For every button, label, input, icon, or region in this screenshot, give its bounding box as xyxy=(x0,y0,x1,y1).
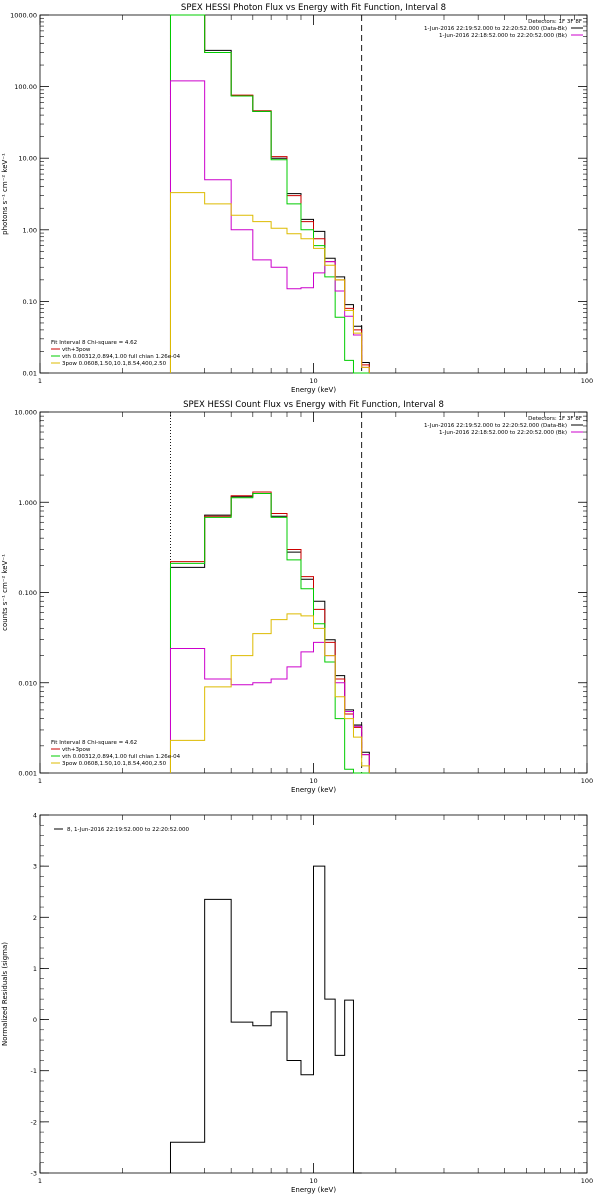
header-line: Detectors: 1F 3F 8F xyxy=(528,19,582,25)
series-line-0 xyxy=(169,865,362,1174)
y-tick-label: 10.00 xyxy=(18,155,37,163)
legend-entry: 3pow 0.0608,1.50,10.1,8.54,400,2.50 xyxy=(62,761,167,767)
legend-entry: vth 0.00312,0.894,1.00 full chian 1.26e-… xyxy=(62,754,181,760)
y-tick-label: 0 xyxy=(33,1016,37,1024)
legend-entry: vth+3pow xyxy=(62,747,91,753)
x-axis-label: Energy (keV) xyxy=(291,786,336,794)
y-tick-label: 0.10 xyxy=(23,298,37,306)
series-line-1 xyxy=(169,491,370,773)
y-tick-label: 100.00 xyxy=(14,83,37,91)
x-axis-label: Energy (keV) xyxy=(291,386,336,394)
y-tick-label: 1000.00 xyxy=(10,12,37,20)
header-block: Detectors: 1F 3F 8F1-Jun-2016 22:19:52.0… xyxy=(424,416,583,436)
chart-title: SPEX HESSI Count Flux vs Energy with Fit… xyxy=(183,400,444,410)
y-tick-label: 3 xyxy=(33,863,37,871)
y-axis-label: Normalized Residuals (sigma) xyxy=(1,942,9,1046)
header-line: 1-Jun-2016 22:19:52.000 to 22:20:52.000 … xyxy=(424,26,567,32)
y-tick-label: 1 xyxy=(33,965,37,973)
x-axis: 1 10 100 Energy (keV) xyxy=(38,15,593,394)
y-tick-label: 1.000 xyxy=(18,499,37,507)
legend-entry: Fit Interval 8 Chi-square = 4.62 xyxy=(51,340,137,346)
legend-entry: Fit Interval 8 Chi-square = 4.62 xyxy=(51,740,137,746)
legend-entry: 8, 1-Jun-2016 22:19:52.000 to 22:20:52.0… xyxy=(67,827,190,833)
legend: Fit Interval 8 Chi-square = 4.62vth+3pow… xyxy=(51,340,181,367)
y-tick-label: 10.000 xyxy=(14,409,37,417)
y-axis: -3 -2 -1 0 1 2 3 4 Normalized Residuals (sigma) xyxy=(1,812,587,1178)
resid-panel: 1 10 100 Energy (keV) -3 -2 -1 0 1 2 3 4 Normalized … xyxy=(1,812,593,1195)
x-tick-label: 100 xyxy=(581,377,593,385)
y-tick-label: 0.100 xyxy=(18,589,37,597)
photon-panel: SPEX HESSI Photon Flux vs Energy with Fi… xyxy=(1,3,593,394)
y-tick-label: 0.010 xyxy=(18,679,37,687)
x-tick-label: 100 xyxy=(581,1177,593,1185)
x-axis: 1 10 100 Energy (keV) xyxy=(38,815,593,1194)
header-block: Detectors: 1F 3F 8F1-Jun-2016 22:19:52.0… xyxy=(424,19,583,39)
series-line-4 xyxy=(169,192,370,373)
series-line-4 xyxy=(169,613,370,773)
x-tick-label: 1 xyxy=(38,1177,42,1185)
series-line-1 xyxy=(169,14,370,373)
legend-entry: 3pow 0.0608,1.50,10.1,8.54,400,2.50 xyxy=(62,361,167,367)
y-tick-label: 1.00 xyxy=(23,226,37,234)
plot-frame xyxy=(39,14,588,374)
x-tick-label: 10 xyxy=(309,1177,317,1185)
count-panel: SPEX HESSI Count Flux vs Energy with Fit… xyxy=(1,400,593,794)
y-tick-label: 0.01 xyxy=(23,370,37,378)
header-line: Detectors: 1F 3F 8F xyxy=(528,416,582,422)
legend: 8, 1-Jun-2016 22:19:52.000 to 22:20:52.0… xyxy=(54,827,190,833)
y-axis-label: photons s⁻¹ cm⁻² keV⁻¹ xyxy=(1,153,9,235)
x-tick-label: 1 xyxy=(38,777,42,785)
chart-title: SPEX HESSI Photon Flux vs Energy with Fi… xyxy=(181,3,446,13)
legend-entry: vth 0.00312,0.894,1.00 full chian 1.26e-… xyxy=(62,354,181,360)
y-axis-label: counts s⁻¹ cm⁻² keV⁻¹ xyxy=(1,554,9,631)
series-line-2 xyxy=(169,14,370,374)
header-line: 1-Jun-2016 22:19:52.000 to 22:20:52.000 … xyxy=(424,423,567,429)
x-axis: 1 10 100 Energy (keV) xyxy=(38,412,593,794)
x-tick-label: 100 xyxy=(581,777,593,785)
y-axis: 0.01 0.10 1.00 10.00 100.00 1000.00 photons s⁻… xyxy=(1,12,587,378)
y-tick-label: 0.001 xyxy=(18,770,37,778)
y-tick-label: 4 xyxy=(33,812,37,820)
y-tick-label: 2 xyxy=(33,914,37,922)
series-line-0 xyxy=(169,14,370,373)
y-axis: 0.001 0.010 0.100 1.000 10.000 counts s⁻¹ cm⁻… xyxy=(1,409,587,778)
x-tick-label: 10 xyxy=(309,777,317,785)
y-tick-label: -3 xyxy=(31,1170,37,1178)
header-line: 1-Jun-2016 22:18:52.000 to 22:20:52.000 … xyxy=(439,33,567,39)
y-tick-label: -2 xyxy=(31,1118,37,1126)
legend-entry: vth+3pow xyxy=(62,347,91,353)
x-tick-label: 10 xyxy=(309,377,317,385)
x-tick-label: 1 xyxy=(38,377,42,385)
y-tick-label: -1 xyxy=(31,1067,37,1075)
series-line-3 xyxy=(169,641,370,773)
series-line-2 xyxy=(169,493,370,774)
x-axis-label: Energy (keV) xyxy=(291,1186,336,1194)
header-line: 1-Jun-2016 22:18:52.000 to 22:20:52.000 … xyxy=(439,430,567,436)
legend: Fit Interval 8 Chi-square = 4.62vth+3pow… xyxy=(51,740,181,767)
series-line-3 xyxy=(169,80,370,373)
